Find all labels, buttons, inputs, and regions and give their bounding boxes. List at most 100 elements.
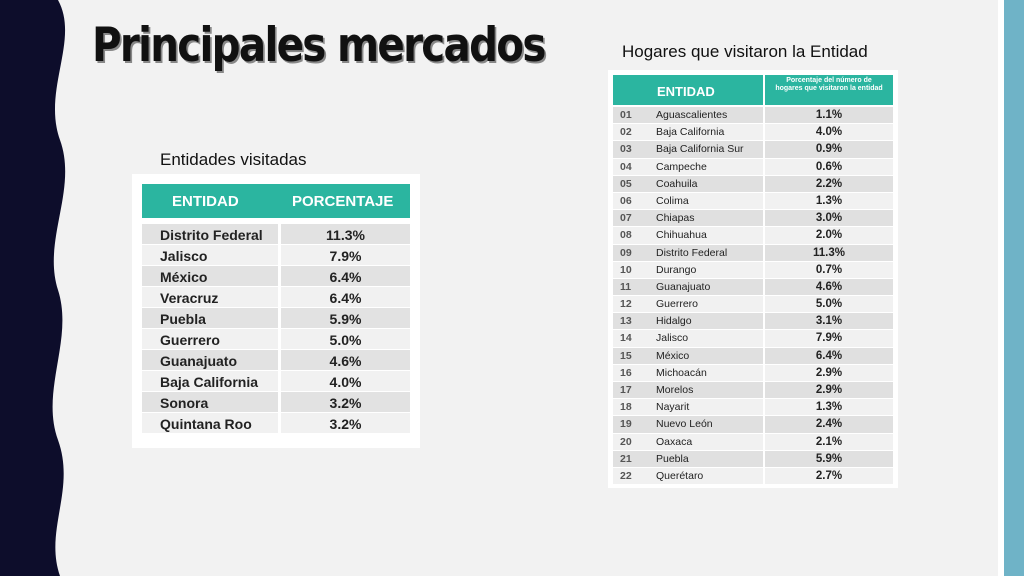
entidad-cell: Morelos	[656, 384, 694, 396]
entidad-cell: Aguascalientes	[656, 109, 728, 121]
porcentaje-cell: 5.9%	[815, 452, 843, 465]
table-row: Guanajuato 4.6%	[142, 350, 410, 371]
porcentaje-cell: 4.0%	[815, 126, 843, 139]
row-number-cell: 01	[620, 109, 632, 121]
table-row: Baja California 4.0%	[142, 371, 410, 392]
entidad-cell: Guerrero	[656, 298, 699, 311]
table-row: 22 Querétaro 2.7%	[613, 467, 893, 485]
row-number-cell: 09	[620, 246, 632, 259]
row-number-cell: 07	[620, 212, 632, 225]
porcentaje-cell: 0.7%	[815, 263, 843, 276]
entidad-cell: Distrito Federal	[160, 227, 263, 243]
table-row: Veracruz 6.4%	[142, 287, 410, 308]
entidad-cell: Veracruz	[160, 290, 219, 306]
porcentaje-cell: 2.7%	[815, 469, 843, 482]
entidad-cell: Colima	[656, 194, 689, 207]
column-header-entidad: ENTIDAD	[172, 193, 239, 210]
entidad-cell: Guerrero	[160, 332, 220, 348]
row-number-cell: 02	[620, 126, 632, 139]
porcentaje-cell: 7.9%	[815, 332, 843, 345]
porcentaje-cell: 5.9%	[329, 311, 362, 327]
table-row: 10 Durango 0.7%	[613, 261, 893, 279]
porcentaje-cell: 2.0%	[815, 229, 843, 242]
porcentaje-cell: 3.2%	[329, 416, 362, 432]
table-row: Jalisco 7.9%	[142, 245, 410, 266]
porcentaje-cell: 2.9%	[815, 384, 843, 396]
porcentaje-cell: 1.3%	[815, 194, 843, 207]
entidad-cell: Durango	[656, 263, 697, 276]
entidad-cell: Chiapas	[656, 212, 695, 225]
porcentaje-cell: 1.3%	[815, 401, 843, 414]
porcentaje-cell: 2.9%	[815, 366, 843, 379]
table-row: 13 Hidalgo 3.1%	[613, 313, 893, 330]
entidad-cell: Querétaro	[656, 469, 704, 482]
table-row: 03 Baja California Sur 0.9%	[613, 141, 893, 158]
entidad-cell: Chihuahua	[656, 229, 707, 242]
table-row: 20 Oaxaca 2.1%	[613, 433, 893, 451]
entidad-cell: Nayarit	[656, 401, 690, 414]
porcentaje-cell: 11.3%	[326, 227, 365, 243]
table-row: Distrito Federal 11.3%	[142, 224, 410, 245]
row-number-cell: 22	[620, 469, 632, 482]
table-header: ENTIDAD Porcentaje del número de hogares…	[613, 75, 893, 105]
entidad-cell: Baja California	[656, 126, 725, 139]
table-row: 12 Guerrero 5.0%	[613, 296, 893, 313]
entidad-cell: Oaxaca	[656, 435, 693, 448]
table-row: 09 Distrito Federal 11.3%	[613, 244, 893, 262]
entidad-cell: Quintana Roo	[160, 416, 252, 432]
row-number-cell: 19	[620, 418, 632, 431]
table-body: Distrito Federal 11.3% Jalisco 7.9% México 6.…	[142, 224, 410, 434]
row-number-cell: 15	[620, 349, 632, 362]
table-row: 01 Aguascalientes 1.1%	[613, 107, 893, 124]
table-row: Guerrero 5.0%	[142, 329, 410, 350]
table-row: 19 Nuevo León 2.4%	[613, 416, 893, 433]
row-number-cell: 12	[620, 298, 632, 311]
row-number-cell: 11	[620, 280, 632, 293]
entidad-cell: Sonora	[160, 395, 209, 411]
row-number-cell: 18	[620, 401, 632, 414]
row-number-cell: 08	[620, 229, 632, 242]
table-row: 11 Guanajuato 4.6%	[613, 278, 893, 296]
table-row: Sonora 3.2%	[142, 392, 410, 413]
table-row: 06 Colima 1.3%	[613, 192, 893, 210]
entidad-cell: Nuevo León	[656, 418, 713, 431]
row-number-cell: 17	[620, 384, 632, 396]
table-row: 14 Jalisco 7.9%	[613, 330, 893, 347]
entidad-cell: Coahuila	[656, 177, 698, 190]
row-number-cell: 13	[620, 315, 632, 328]
table-row: 18 Nayarit 1.3%	[613, 399, 893, 416]
porcentaje-cell: 4.6%	[329, 353, 362, 369]
porcentaje-cell: 3.0%	[815, 212, 843, 225]
entidad-cell: Jalisco	[656, 332, 689, 345]
table-row: Quintana Roo 3.2%	[142, 413, 410, 434]
porcentaje-cell: 4.0%	[329, 374, 362, 390]
table-row: 05 Coahuila 2.2%	[613, 175, 893, 193]
left-table-caption: Entidades visitadas	[160, 150, 307, 169]
decorative-right-band	[998, 0, 1024, 576]
entidades-visitadas-table: ENTIDAD PORCENTAJE Distrito Federal 11.3%…	[132, 174, 420, 448]
porcentaje-cell: 3.1%	[815, 315, 843, 328]
table-row: 15 México 6.4%	[613, 347, 893, 365]
table-row: 04 Campeche 0.6%	[613, 158, 893, 176]
porcentaje-cell: 2.1%	[815, 435, 843, 448]
table-row: 08 Chihuahua 2.0%	[613, 227, 893, 244]
table-row: 16 Michoacán 2.9%	[613, 364, 893, 382]
porcentaje-cell: 11.3%	[813, 246, 845, 259]
porcentaje-cell: 6.4%	[815, 349, 843, 362]
page-title: Principales mercados	[92, 18, 546, 73]
right-table-caption: Hogares que visitaron la Entidad	[622, 42, 868, 61]
row-number-cell: 20	[620, 435, 632, 448]
row-number-cell: 10	[620, 263, 632, 276]
porcentaje-cell: 1.1%	[815, 109, 843, 121]
entidad-cell: Guanajuato	[656, 280, 711, 293]
porcentaje-cell: 3.2%	[329, 395, 362, 411]
column-header-porcentaje: Porcentaje del número de hogares que vis…	[775, 77, 883, 92]
row-number-cell: 03	[620, 143, 632, 156]
row-number-cell: 05	[620, 177, 632, 190]
column-header-entidad: ENTIDAD	[657, 84, 715, 99]
row-number-cell: 14	[620, 332, 632, 345]
table-row: 21 Puebla 5.9%	[613, 450, 893, 468]
table-row: 07 Chiapas 3.0%	[613, 210, 893, 227]
table-body: 01 Aguascalientes 1.1% 02 Baja California 4.0…	[613, 107, 893, 485]
entidad-cell: Jalisco	[160, 248, 208, 264]
